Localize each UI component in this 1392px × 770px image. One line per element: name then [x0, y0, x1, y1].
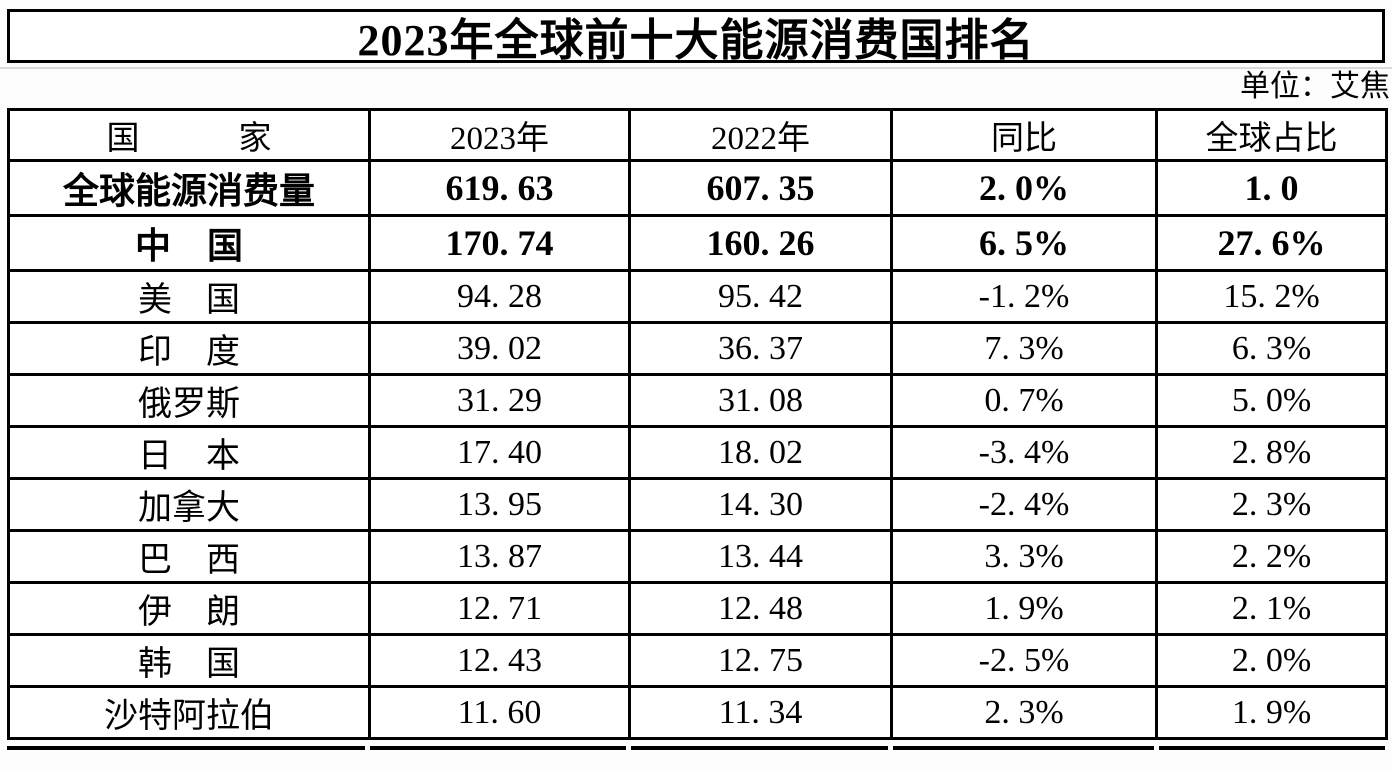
cell-yoy: 6. 5%: [890, 214, 1158, 272]
cell-2022: 12. 48: [628, 581, 893, 636]
cutoff-next-row-border: [7, 746, 1385, 766]
cell-yoy: 0. 7%: [890, 373, 1158, 428]
cell-country: 俄罗斯: [7, 373, 371, 428]
cell-country: 加拿大: [7, 477, 371, 532]
cell-2023: 619. 63: [368, 159, 631, 217]
cell-share: 5. 0%: [1155, 373, 1388, 428]
page-title: 2023年全球前十大能源消费国排名: [357, 16, 1035, 65]
cell-2022: 11. 34: [628, 685, 893, 740]
cell-2022: 95. 42: [628, 269, 893, 324]
cutoff-cell-border: [1159, 746, 1385, 766]
col-header-share: 全球占比: [1155, 108, 1388, 162]
col-header-yoy: 同比: [890, 108, 1158, 162]
cell-country: 伊 朗: [7, 581, 371, 636]
cell-share: 15. 2%: [1155, 269, 1388, 324]
cell-2022: 13. 44: [628, 529, 893, 584]
cell-2022: 36. 37: [628, 321, 893, 376]
cell-2022: 18. 02: [628, 425, 893, 480]
cell-share: 2. 3%: [1155, 477, 1388, 532]
cell-yoy: 1. 9%: [890, 581, 1158, 636]
cell-yoy: -2. 5%: [890, 633, 1158, 688]
cell-2022: 31. 08: [628, 373, 893, 428]
cell-share: 6. 3%: [1155, 321, 1388, 376]
cell-share: 27. 6%: [1155, 214, 1388, 272]
cell-country: 沙特阿拉伯: [7, 685, 371, 740]
cell-2023: 12. 43: [368, 633, 631, 688]
cell-2022: 607. 35: [628, 159, 893, 217]
cutoff-cell-border: [893, 746, 1155, 766]
cell-share: 2. 2%: [1155, 529, 1388, 584]
cell-yoy: -3. 4%: [890, 425, 1158, 480]
cell-country: 日 本: [7, 425, 371, 480]
cell-country: 巴 西: [7, 529, 371, 584]
table-row: 美 国 94. 28 95. 42 -1. 2% 15. 2%: [7, 269, 1388, 324]
cell-country: 韩 国: [7, 633, 371, 688]
cell-yoy: 3. 3%: [890, 529, 1158, 584]
table-row: 日 本 17. 40 18. 02 -3. 4% 2. 8%: [7, 425, 1388, 480]
table-row: 全球能源消费量 619. 63 607. 35 2. 0% 1. 0: [7, 159, 1388, 217]
table-row: 巴 西 13. 87 13. 44 3. 3% 2. 2%: [7, 529, 1388, 584]
cell-country: 印 度: [7, 321, 371, 376]
cell-2022: 160. 26: [628, 214, 893, 272]
cell-share: 1. 9%: [1155, 685, 1388, 740]
table-row: 中 国 170. 74 160. 26 6. 5% 27. 6%: [7, 214, 1388, 272]
title-box: 2023年全球前十大能源消费国排名: [7, 9, 1385, 65]
cell-yoy: 7. 3%: [890, 321, 1158, 376]
cell-2022: 14. 30: [628, 477, 893, 532]
cell-2023: 31. 29: [368, 373, 631, 428]
col-header-2023: 2023年: [368, 108, 631, 162]
cell-share: 2. 0%: [1155, 633, 1388, 688]
cell-2023: 13. 87: [368, 529, 631, 584]
cell-2023: 12. 71: [368, 581, 631, 636]
table-row: 沙特阿拉伯 11. 60 11. 34 2. 3% 1. 9%: [7, 685, 1388, 740]
cell-country: 全球能源消费量: [7, 159, 371, 217]
col-header-2022: 2022年: [628, 108, 893, 162]
cell-2023: 94. 28: [368, 269, 631, 324]
header-row: 国 家 2023年 2022年 同比 全球占比: [7, 108, 1388, 162]
cutoff-cell-border: [7, 746, 365, 766]
table-row: 加拿大 13. 95 14. 30 -2. 4% 2. 3%: [7, 477, 1388, 532]
cell-share: 2. 1%: [1155, 581, 1388, 636]
ranking-table: 国 家 2023年 2022年 同比 全球占比 全球能源消费量 619. 63 …: [7, 108, 1388, 740]
cell-yoy: -1. 2%: [890, 269, 1158, 324]
cell-2023: 170. 74: [368, 214, 631, 272]
cutoff-cell-border: [630, 746, 889, 766]
cell-share: 2. 8%: [1155, 425, 1388, 480]
cell-2023: 11. 60: [368, 685, 631, 740]
cell-2022: 12. 75: [628, 633, 893, 688]
cell-yoy: 2. 3%: [890, 685, 1158, 740]
cell-2023: 17. 40: [368, 425, 631, 480]
cell-yoy: -2. 4%: [890, 477, 1158, 532]
cell-yoy: 2. 0%: [890, 159, 1158, 217]
col-header-country: 国 家: [7, 108, 371, 162]
table-row: 伊 朗 12. 71 12. 48 1. 9% 2. 1%: [7, 581, 1388, 636]
table-row: 印 度 39. 02 36. 37 7. 3% 6. 3%: [7, 321, 1388, 376]
cell-2023: 39. 02: [368, 321, 631, 376]
cell-share: 1. 0: [1155, 159, 1388, 217]
table-row: 韩 国 12. 43 12. 75 -2. 5% 2. 0%: [7, 633, 1388, 688]
cell-2023: 13. 95: [368, 477, 631, 532]
content-frame: 2023年全球前十大能源消费国排名 单位：艾焦 国 家 2023年 2022年 …: [0, 9, 1392, 766]
cell-country: 中 国: [7, 214, 371, 272]
cutoff-cell-border: [369, 746, 626, 766]
table-row: 俄罗斯 31. 29 31. 08 0. 7% 5. 0%: [7, 373, 1388, 428]
cell-country: 美 国: [7, 269, 371, 324]
divider-line: [0, 67, 1392, 69]
unit-note: 单位：艾焦: [1240, 70, 1390, 103]
